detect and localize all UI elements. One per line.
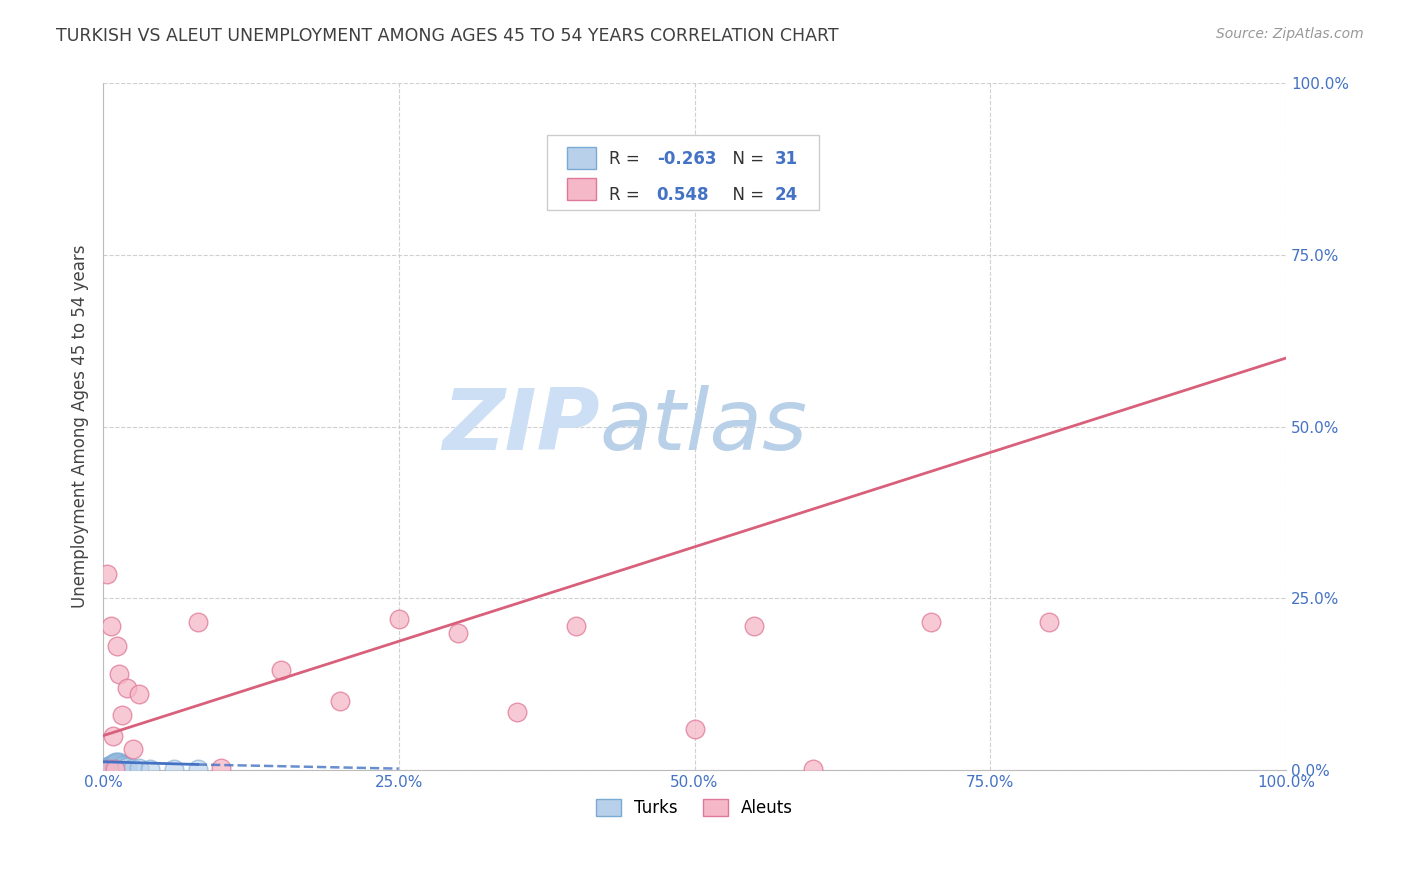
- Point: [98, 760, 121, 774]
- Point: [115, 760, 138, 774]
- Point: [111, 757, 134, 772]
- Point: [104, 756, 127, 771]
- Point: [920, 615, 942, 630]
- Point: [128, 761, 150, 775]
- Point: [115, 681, 138, 695]
- Text: N =: N =: [721, 186, 769, 204]
- Point: [105, 755, 128, 769]
- Point: [121, 761, 143, 775]
- Point: [111, 708, 134, 723]
- Point: [163, 762, 186, 776]
- Point: [128, 688, 150, 702]
- Point: [209, 761, 232, 775]
- Text: 31: 31: [775, 150, 799, 168]
- Point: [97, 759, 120, 773]
- Point: [114, 759, 136, 773]
- Point: [107, 756, 129, 770]
- Point: [103, 757, 125, 772]
- FancyBboxPatch shape: [567, 147, 596, 169]
- Point: [107, 666, 129, 681]
- Point: [329, 694, 352, 708]
- FancyBboxPatch shape: [567, 178, 596, 200]
- Point: [101, 756, 124, 771]
- Legend: Turks, Aleuts: Turks, Aleuts: [589, 792, 800, 823]
- Point: [100, 757, 122, 772]
- Text: ZIP: ZIP: [443, 385, 600, 468]
- Text: Source: ZipAtlas.com: Source: ZipAtlas.com: [1216, 27, 1364, 41]
- Point: [447, 625, 470, 640]
- FancyBboxPatch shape: [547, 135, 818, 211]
- Point: [683, 722, 706, 736]
- Point: [187, 615, 209, 630]
- Point: [96, 760, 118, 774]
- Point: [103, 756, 125, 771]
- Text: -0.263: -0.263: [657, 150, 716, 168]
- Point: [98, 762, 121, 776]
- Point: [100, 759, 122, 773]
- Point: [101, 758, 124, 772]
- Text: N =: N =: [721, 150, 769, 168]
- Point: [105, 640, 128, 654]
- Point: [112, 758, 135, 772]
- Point: [1038, 615, 1060, 630]
- Text: R =: R =: [609, 150, 645, 168]
- Point: [108, 756, 131, 771]
- Point: [101, 729, 124, 743]
- Point: [100, 619, 122, 633]
- Point: [98, 759, 121, 773]
- Y-axis label: Unemployment Among Ages 45 to 54 years: Unemployment Among Ages 45 to 54 years: [72, 245, 89, 608]
- Point: [110, 756, 132, 771]
- Point: [105, 756, 128, 771]
- Point: [112, 759, 135, 773]
- Point: [97, 761, 120, 775]
- Text: TURKISH VS ALEUT UNEMPLOYMENT AMONG AGES 45 TO 54 YEARS CORRELATION CHART: TURKISH VS ALEUT UNEMPLOYMENT AMONG AGES…: [56, 27, 839, 45]
- Point: [506, 705, 529, 719]
- Text: 24: 24: [775, 186, 799, 204]
- Text: 0.548: 0.548: [657, 186, 709, 204]
- Point: [742, 619, 765, 633]
- Point: [270, 664, 292, 678]
- Point: [388, 612, 411, 626]
- Point: [94, 762, 117, 776]
- Point: [139, 762, 162, 776]
- Point: [104, 756, 127, 770]
- Point: [187, 762, 209, 776]
- Point: [96, 567, 118, 582]
- Point: [98, 758, 121, 772]
- Point: [121, 742, 143, 756]
- Point: [801, 762, 824, 776]
- Point: [98, 759, 121, 773]
- Point: [565, 619, 588, 633]
- Text: atlas: atlas: [600, 385, 808, 468]
- Text: R =: R =: [609, 186, 651, 204]
- Point: [104, 762, 127, 776]
